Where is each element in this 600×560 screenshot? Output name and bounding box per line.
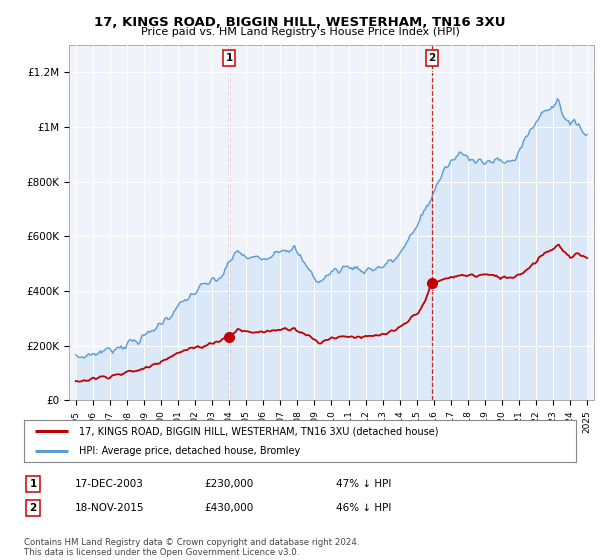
Text: 1: 1 <box>29 479 37 489</box>
Text: Contains HM Land Registry data © Crown copyright and database right 2024.
This d: Contains HM Land Registry data © Crown c… <box>24 538 359 557</box>
Text: 2: 2 <box>29 503 37 513</box>
Text: 2: 2 <box>428 53 436 63</box>
Text: 46% ↓ HPI: 46% ↓ HPI <box>336 503 391 513</box>
Text: 1: 1 <box>226 53 233 63</box>
Text: £230,000: £230,000 <box>204 479 253 489</box>
Text: £430,000: £430,000 <box>204 503 253 513</box>
Text: 17, KINGS ROAD, BIGGIN HILL, WESTERHAM, TN16 3XU: 17, KINGS ROAD, BIGGIN HILL, WESTERHAM, … <box>94 16 506 29</box>
Text: 17-DEC-2003: 17-DEC-2003 <box>75 479 144 489</box>
Text: HPI: Average price, detached house, Bromley: HPI: Average price, detached house, Brom… <box>79 446 301 456</box>
Text: Price paid vs. HM Land Registry's House Price Index (HPI): Price paid vs. HM Land Registry's House … <box>140 27 460 37</box>
Text: 17, KINGS ROAD, BIGGIN HILL, WESTERHAM, TN16 3XU (detached house): 17, KINGS ROAD, BIGGIN HILL, WESTERHAM, … <box>79 426 439 436</box>
Text: 18-NOV-2015: 18-NOV-2015 <box>75 503 145 513</box>
Text: 47% ↓ HPI: 47% ↓ HPI <box>336 479 391 489</box>
